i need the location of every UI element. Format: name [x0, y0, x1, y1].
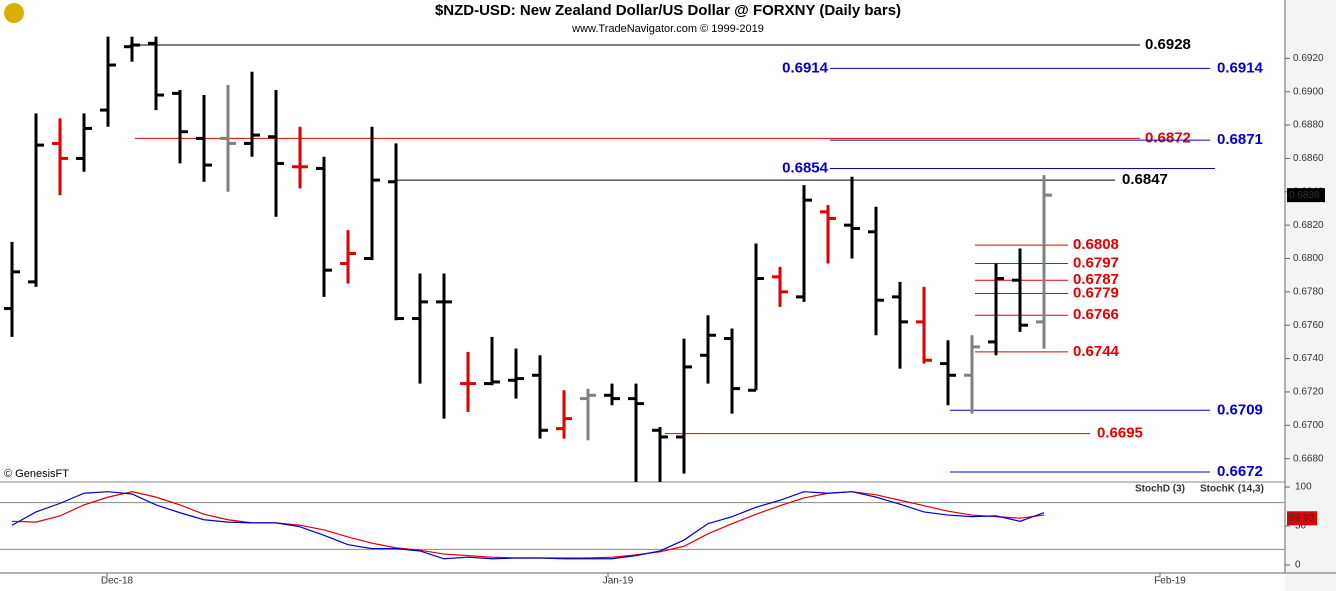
- price-bar: [460, 351, 476, 412]
- y-tick-label: 0: [1295, 560, 1301, 571]
- price-bar: [100, 36, 116, 127]
- x-tick-label: Dec-18: [101, 576, 134, 587]
- stoch-last-box: [1287, 511, 1317, 526]
- level-label: 0.6709: [1217, 401, 1263, 418]
- price-bar: [4, 241, 20, 337]
- level-label: 0.6847: [1122, 171, 1168, 188]
- watermark: © GenesisFT: [4, 468, 69, 480]
- y-tick-label: 50: [1295, 521, 1307, 532]
- price-bar: [412, 273, 428, 384]
- level-label: 0.6779: [1073, 284, 1119, 301]
- y-tick-label: 0.6900: [1293, 86, 1324, 97]
- axis-area: [1285, 0, 1336, 591]
- price-bar: [268, 90, 284, 217]
- price-bar: [172, 90, 188, 164]
- level-label: 0.6914: [782, 59, 829, 76]
- price-bar: [52, 118, 68, 196]
- price-bar: [388, 143, 404, 321]
- price-bar: [436, 273, 452, 419]
- price-bar: [820, 205, 836, 264]
- price-bar: [700, 315, 716, 384]
- price-bar: [484, 336, 500, 386]
- last-price-box: [1287, 188, 1325, 203]
- price-bar: [1012, 248, 1028, 332]
- price-bar: [964, 335, 980, 414]
- price-bar: [892, 281, 908, 369]
- price-bar: [988, 263, 1004, 356]
- level-label: 0.6766: [1073, 306, 1119, 323]
- price-bar: [364, 126, 380, 261]
- level-label: 0.6928: [1145, 36, 1191, 53]
- y-tick-label: 0.6800: [1293, 253, 1324, 264]
- price-bar: [220, 85, 236, 192]
- level-label: 0.6808: [1073, 236, 1119, 253]
- price-bar: [292, 126, 308, 189]
- price-bar: [316, 156, 332, 297]
- level-label: 0.6872: [1145, 129, 1191, 146]
- y-tick-label: 0.6680: [1293, 453, 1324, 464]
- price-bar: [748, 243, 764, 392]
- y-tick-label: 0.6720: [1293, 387, 1324, 398]
- x-tick-label: Jan-19: [603, 576, 634, 587]
- level-label: 0.6871: [1217, 131, 1263, 148]
- price-bar: [580, 388, 596, 441]
- level-label: 0.6787: [1073, 271, 1119, 288]
- price-bar: [124, 36, 140, 62]
- price-bar: [76, 113, 92, 172]
- level-label: 0.6797: [1073, 254, 1119, 271]
- last-price-label: 0.6838: [1289, 190, 1320, 201]
- price-bar: [508, 348, 524, 399]
- stoch-last-label: 59.90: [1289, 513, 1314, 524]
- chart-title: $NZD-USD: New Zealand Dollar/US Dollar @…: [435, 2, 901, 19]
- level-label: 0.6914: [1217, 59, 1264, 76]
- legend-entry: StochD (3): [1135, 484, 1185, 495]
- price-bar: [844, 176, 860, 259]
- price-bar: [772, 266, 788, 307]
- y-tick-label: 100: [1295, 482, 1312, 493]
- price-bar: [28, 113, 44, 287]
- price-bar: [148, 36, 164, 111]
- legend-entry: StochK (14,3): [1200, 484, 1264, 495]
- level-label: 0.6854: [782, 159, 829, 176]
- price-bar: [196, 95, 212, 182]
- y-tick-label: 0.6760: [1293, 320, 1324, 331]
- price-bar: [796, 185, 812, 302]
- y-tick-label: 0.6920: [1293, 53, 1324, 64]
- stoch-line: [11, 491, 1045, 560]
- y-tick-label: 0.6780: [1293, 287, 1324, 298]
- level-label: 0.6672: [1217, 463, 1263, 480]
- y-tick-label: 0.6860: [1293, 153, 1324, 164]
- price-bar: [628, 383, 644, 482]
- level-label: 0.6744: [1073, 343, 1120, 360]
- price-bar: [244, 71, 260, 157]
- price-bar: [916, 286, 932, 364]
- y-tick-label: 0.6880: [1293, 120, 1324, 131]
- y-tick-label: 0.6820: [1293, 220, 1324, 231]
- price-bar: [940, 340, 956, 406]
- price-bar: [676, 338, 692, 474]
- logo: [4, 3, 24, 23]
- price-bar: [868, 206, 884, 336]
- level-label: 0.6695: [1097, 425, 1143, 442]
- price-bar: [652, 426, 668, 482]
- chart-subtitle: www.TradeNavigator.com © 1999-2019: [571, 23, 764, 35]
- y-tick-label: 0.6700: [1293, 420, 1324, 431]
- price-bar: [604, 383, 620, 406]
- x-tick-label: Feb-19: [1154, 576, 1186, 587]
- price-bar: [532, 355, 548, 439]
- price-bar: [556, 390, 572, 439]
- y-tick-label: 0.6740: [1293, 353, 1324, 364]
- price-bar: [1036, 175, 1052, 349]
- price-bar: [340, 230, 356, 284]
- price-bar: [724, 328, 740, 414]
